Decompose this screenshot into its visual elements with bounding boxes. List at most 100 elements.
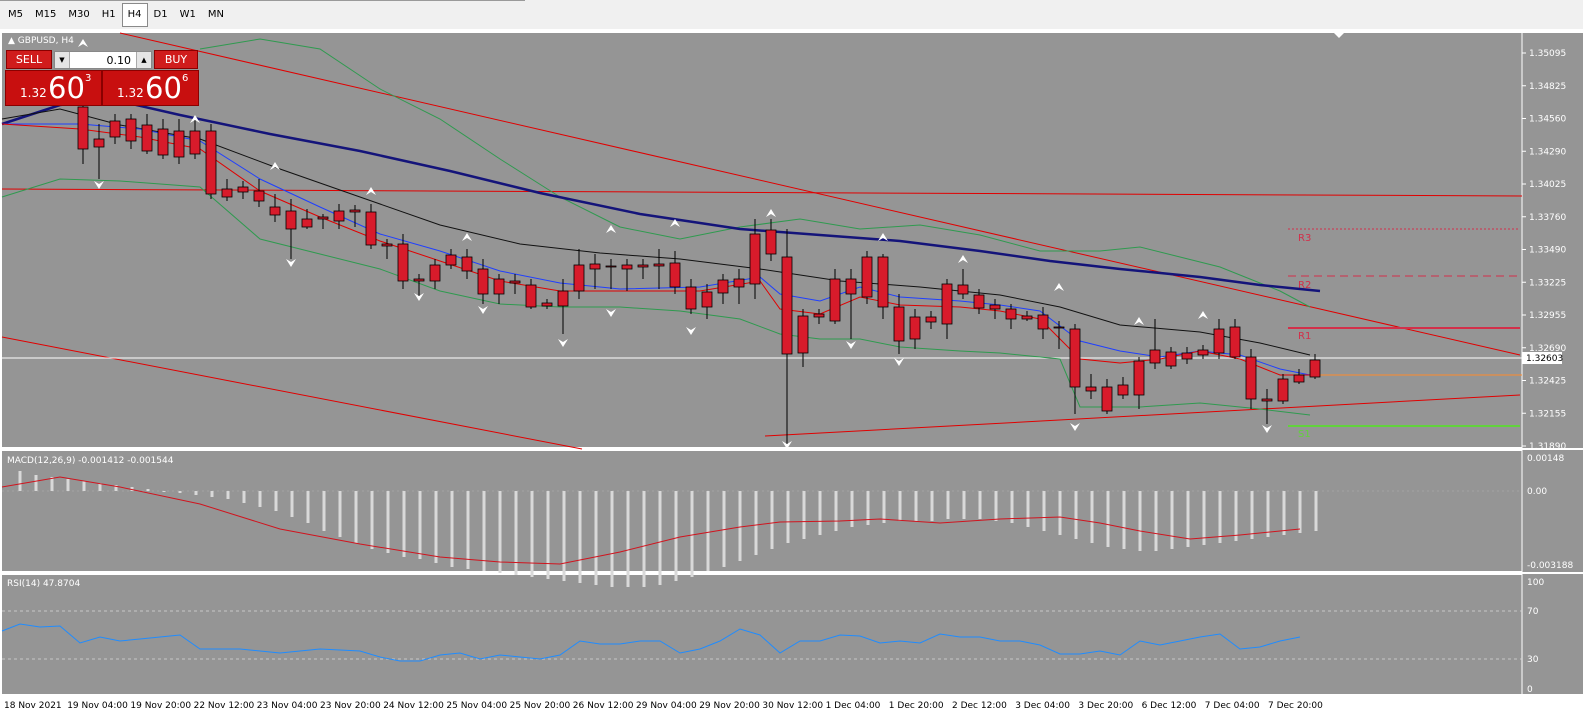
collapse-arrow-icon[interactable]: ▲ (8, 36, 15, 46)
candlesticks (77, 99, 1321, 444)
price-axis-label: 1.34560 (1529, 115, 1566, 125)
macd-bar (1138, 491, 1142, 551)
timeframe-w1-button[interactable]: W1 (179, 9, 196, 20)
timeframe-d1-button[interactable]: D1 (153, 9, 168, 20)
pivot-r3-label: R3 (1298, 233, 1311, 244)
chart-shift-marker-icon[interactable] (1334, 33, 1344, 38)
macd-panel[interactable] (2, 451, 1522, 571)
macd-bar (1026, 491, 1030, 527)
resistance-horizontal-line[interactable] (1, 188, 1523, 197)
macd-bar (738, 491, 742, 561)
candle (589, 263, 601, 270)
macd-bar (626, 491, 630, 587)
support-trend-line[interactable] (764, 394, 1521, 437)
lower-channel-line[interactable] (1, 336, 583, 450)
macd-bar (594, 491, 598, 585)
sell-button[interactable]: SELL (6, 50, 52, 69)
macd-bar (194, 491, 198, 495)
timeframe-mn-button[interactable]: MN (207, 9, 224, 20)
macd-bar (1042, 491, 1046, 531)
price-axis-label: 1.33490 (1529, 246, 1566, 256)
macd-bar (530, 491, 534, 577)
rsi-panel[interactable] (2, 575, 1522, 694)
fractal-arrow-icon (270, 162, 280, 170)
lot-decrease-icon[interactable]: ▼ (55, 52, 70, 68)
candle (733, 278, 745, 288)
macd-bar (882, 491, 886, 523)
macd-bar (498, 491, 502, 573)
symbol-title: GBPUSD, H4 (18, 36, 74, 46)
macd-bar (898, 491, 902, 521)
timeframe-m15-button[interactable]: M15 (35, 9, 57, 20)
date-axis-label: 25 Nov 20:00 (510, 701, 571, 711)
sell-price-fraction: 3 (85, 73, 92, 84)
candle (1101, 386, 1113, 412)
candle (829, 278, 841, 322)
macd-bar (1298, 491, 1302, 533)
macd-bar (834, 491, 838, 531)
date-axis-label: 3 Dec 20:00 (1078, 701, 1133, 711)
chart-canvas[interactable]: R3 R2 R1 S1 MACD(12,26,9) -0.001412 -0.0… (0, 29, 1583, 723)
timeframe-m5-button[interactable]: M5 (8, 9, 23, 20)
buy-button[interactable]: BUY (154, 50, 198, 69)
macd-signal-line (1, 476, 1301, 565)
macd-bar (1010, 491, 1014, 523)
macd-histogram (18, 471, 1318, 587)
sell-price-quote[interactable]: 1.32 60 3 (5, 70, 102, 106)
date-axis-label: 3 Dec 04:00 (1015, 701, 1070, 711)
macd-bar (66, 479, 70, 491)
fractal-arrow-icon (478, 306, 488, 314)
fractal-arrow-icon (1070, 423, 1080, 431)
macd-bar (130, 487, 134, 491)
timeframe-m30-button[interactable]: M30 (68, 9, 90, 20)
slow-ma-line (1, 97, 1321, 293)
candle (477, 268, 489, 295)
candle (1117, 384, 1129, 396)
sell-price-pips: 60 (48, 71, 85, 105)
candle (1213, 328, 1225, 354)
candle (93, 138, 105, 148)
buy-price-fraction: 6 (182, 73, 189, 84)
date-axis-label: 1 Dec 04:00 (826, 701, 881, 711)
candle (781, 256, 793, 355)
macd-bar (178, 491, 182, 493)
macd-bar (18, 471, 22, 491)
date-axis-label: 29 Nov 20:00 (699, 701, 760, 711)
buy-price-quote[interactable]: 1.32 60 6 (102, 70, 199, 106)
rsi-title: RSI(14) 47.8704 (7, 579, 80, 589)
candle (909, 316, 921, 340)
toolbar-divider (0, 0, 525, 1)
candle (429, 264, 441, 282)
candle (1021, 315, 1033, 320)
macd-bar (434, 491, 438, 563)
candle (141, 124, 153, 152)
timeframe-h4-button[interactable]: H4 (121, 3, 148, 27)
lot-size-input[interactable] (71, 52, 131, 68)
macd-axis-label: -0.003188 (1527, 561, 1573, 571)
candle (1197, 349, 1209, 356)
macd-bar (418, 491, 422, 559)
candle (925, 316, 937, 323)
fractal-arrow-icon (462, 233, 472, 241)
lot-increase-icon[interactable]: ▲ (136, 52, 151, 68)
macd-bar (482, 491, 486, 571)
downtrend-line[interactable] (119, 32, 1521, 356)
candle (893, 306, 905, 342)
fractal-arrow-icon (670, 219, 680, 227)
macd-bar (578, 491, 582, 583)
chart-title: ▲ GBPUSD, H4 (8, 36, 74, 46)
candle (605, 265, 617, 268)
candle (749, 233, 761, 285)
macd-bar (610, 491, 614, 587)
date-axis-labels: 18 Nov 2021 19 Nov 04:00 19 Nov 20:00 22 No… (4, 701, 1323, 711)
main-price-panel[interactable] (2, 33, 1522, 447)
macd-bar (1250, 491, 1254, 539)
timeframe-h1-button[interactable]: H1 (101, 9, 116, 20)
macd-bar (146, 489, 150, 491)
fractal-arrow-icon (1262, 425, 1272, 433)
macd-bar (242, 491, 246, 503)
chart-window[interactable]: R3 R2 R1 S1 MACD(12,26,9) -0.001412 -0.0… (0, 29, 1583, 723)
macd-bar (514, 491, 518, 575)
fractal-arrow-icon (606, 309, 616, 317)
macd-bar (1122, 491, 1126, 549)
